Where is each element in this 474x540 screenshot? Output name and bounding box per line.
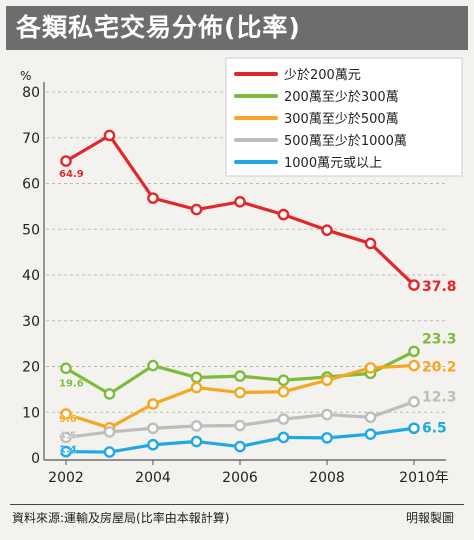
data-point bbox=[408, 395, 420, 408]
data-point bbox=[190, 381, 203, 394]
series-end-label: 12.3 bbox=[422, 390, 457, 406]
data-point bbox=[103, 446, 116, 458]
legend-label: 300萬至少於500萬 bbox=[284, 111, 399, 127]
series-end-label: 37.8 bbox=[422, 279, 457, 295]
legend-label: 1000萬元或以上 bbox=[284, 156, 382, 171]
y-tick-label: 0 bbox=[31, 451, 40, 467]
y-tick-label: 30 bbox=[22, 314, 40, 330]
data-point bbox=[277, 385, 290, 398]
data-point bbox=[190, 435, 203, 448]
data-point bbox=[364, 237, 377, 250]
y-tick-label: 20 bbox=[22, 360, 40, 376]
series-start-label: 1.4 bbox=[59, 445, 77, 456]
data-point bbox=[277, 431, 290, 444]
data-point bbox=[364, 428, 377, 441]
x-tick-label: 2008 bbox=[309, 470, 345, 486]
series-start-label: 64.9 bbox=[59, 169, 84, 180]
data-point bbox=[190, 203, 203, 216]
x-tick-label: 2006 bbox=[222, 470, 258, 486]
footer: 資料來源:運輸及房屋局(比率由本報計算) 明報製圖 bbox=[12, 509, 462, 526]
data-point bbox=[321, 224, 333, 236]
data-point bbox=[408, 279, 420, 291]
data-point bbox=[60, 431, 72, 444]
legend-label: 200萬至少於300萬 bbox=[284, 89, 399, 105]
data-point bbox=[147, 438, 159, 451]
chart-title: 各類私宅交易分佈(比率) bbox=[6, 6, 468, 50]
data-point bbox=[103, 129, 116, 142]
data-point bbox=[60, 362, 72, 375]
data-point bbox=[408, 422, 420, 435]
x-tick-label: 2002 bbox=[48, 470, 84, 486]
data-point bbox=[190, 420, 203, 432]
data-point bbox=[147, 398, 159, 410]
data-point bbox=[234, 195, 246, 208]
footer-divider bbox=[10, 504, 464, 505]
y-tick-label: 80 bbox=[22, 85, 40, 101]
data-point bbox=[321, 374, 333, 387]
data-point bbox=[234, 386, 246, 399]
y-tick-label: 40 bbox=[22, 268, 40, 284]
series-start-label: 19.6 bbox=[59, 378, 84, 389]
data-point bbox=[321, 432, 333, 444]
data-point bbox=[147, 422, 159, 435]
data-point bbox=[60, 408, 72, 420]
y-tick-label: 60 bbox=[22, 177, 40, 193]
data-point bbox=[408, 359, 420, 372]
credit-note: 明報製圖 bbox=[405, 511, 454, 525]
data-point bbox=[190, 371, 203, 384]
data-point bbox=[408, 345, 420, 358]
data-point bbox=[321, 408, 333, 421]
data-point bbox=[60, 445, 72, 458]
data-point bbox=[60, 155, 72, 167]
data-point bbox=[147, 359, 159, 372]
series-line bbox=[65, 400, 415, 439]
data-point bbox=[364, 362, 377, 374]
data-point bbox=[234, 370, 246, 382]
data-point bbox=[234, 440, 246, 453]
x-tick-label: 2010年 bbox=[399, 470, 449, 486]
data-point bbox=[277, 413, 290, 425]
series-start-label: 9.6 bbox=[59, 414, 77, 425]
data-point bbox=[364, 411, 377, 424]
data-point bbox=[277, 208, 290, 221]
legend-label: 500萬至少於1000萬 bbox=[284, 133, 407, 149]
y-tick-label: 50 bbox=[22, 222, 40, 238]
data-point bbox=[147, 192, 159, 204]
data-point bbox=[103, 426, 116, 438]
series-start-label: 4.5 bbox=[59, 430, 77, 441]
y-axis-unit-label: % bbox=[20, 69, 31, 83]
y-tick-label: 10 bbox=[22, 405, 40, 421]
series-end-label: 6.5 bbox=[422, 420, 447, 436]
series-end-label: 20.2 bbox=[422, 360, 457, 376]
series-end-label: 23.3 bbox=[422, 331, 457, 347]
data-point bbox=[234, 419, 246, 432]
data-point bbox=[277, 374, 290, 387]
data-point bbox=[103, 388, 116, 400]
x-tick-label: 2004 bbox=[135, 470, 171, 486]
legend-label: 少於200萬元 bbox=[284, 67, 361, 83]
source-note: 資料來源:運輸及房屋局(比率由本報計算) bbox=[12, 511, 230, 525]
y-tick-label: 70 bbox=[22, 131, 40, 147]
